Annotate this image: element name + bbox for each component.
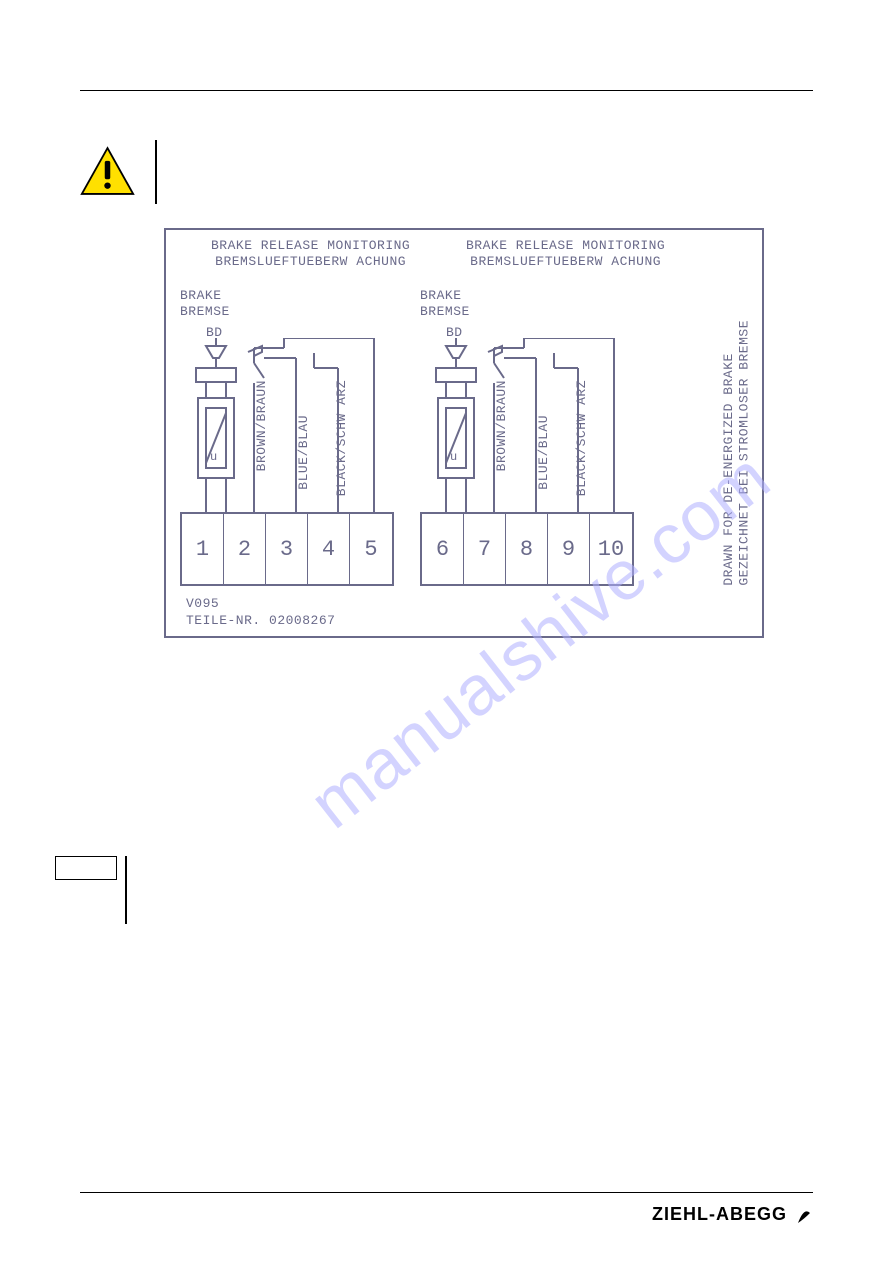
bottom-rule	[80, 1192, 813, 1193]
diagram-header-right: BRAKE RELEASE MONITORING BREMSLUEFTUEBER…	[466, 238, 665, 269]
terminal-cell: 1	[182, 514, 224, 584]
header-text: BRAKE RELEASE MONITORING	[211, 238, 410, 253]
footer-brand: ZIEHL-ABEGG	[652, 1204, 813, 1225]
brake-component-left: u	[186, 338, 246, 512]
info-box	[55, 856, 117, 880]
diagram-footer: V095 TEILE-NR. 02008267	[186, 596, 335, 630]
terminal-cell: 5	[350, 514, 392, 584]
terminal-cell: 9	[548, 514, 590, 584]
wire-label-black: BLACK/SCHW ARZ	[334, 380, 349, 496]
brand-logo-icon	[795, 1205, 813, 1225]
terminal-cell: 6	[422, 514, 464, 584]
wiring-diagram: BRAKE RELEASE MONITORING BREMSLUEFTUEBER…	[164, 228, 764, 638]
brake-component-right: u	[426, 338, 486, 512]
terminal-cell: 7	[464, 514, 506, 584]
brake-label-right: BRAKE BREMSE	[420, 288, 470, 319]
terminal-cell: 4	[308, 514, 350, 584]
warning-icon	[80, 146, 135, 196]
header-text: BREMSLUEFTUEBERW ACHUNG	[470, 254, 661, 269]
wire-label-blue: BLUE/BLAU	[536, 415, 551, 490]
terminal-cell: 8	[506, 514, 548, 584]
info-divider	[125, 856, 127, 924]
terminal-block-left: 1 2 3 4 5	[180, 512, 394, 586]
diagram-header-left: BRAKE RELEASE MONITORING BREMSLUEFTUEBER…	[211, 238, 410, 269]
top-rule	[80, 90, 813, 91]
wire-label-blue: BLUE/BLAU	[296, 415, 311, 490]
terminal-cell: 3	[266, 514, 308, 584]
terminal-block-right: 6 7 8 9 10	[420, 512, 634, 586]
warning-divider	[155, 140, 157, 204]
diagram-side-text: DRAWN FOR DE-ENERGIZED BRAKE GEZEICHNET …	[721, 320, 752, 586]
wire-label-black: BLACK/SCHW ARZ	[574, 380, 589, 496]
header-text: BRAKE RELEASE MONITORING	[466, 238, 665, 253]
terminal-cell: 10	[590, 514, 632, 584]
header-text: BREMSLUEFTUEBERW ACHUNG	[215, 254, 406, 269]
svg-text:u: u	[210, 450, 217, 464]
warning-block	[80, 146, 135, 196]
brand-text: ZIEHL-ABEGG	[652, 1204, 787, 1224]
wire-label-brown: BROWN/BRAUN	[254, 380, 269, 471]
brake-label-left: BRAKE BREMSE	[180, 288, 230, 319]
terminal-cell: 2	[224, 514, 266, 584]
wire-label-brown: BROWN/BRAUN	[494, 380, 509, 471]
svg-text:u: u	[450, 450, 457, 464]
